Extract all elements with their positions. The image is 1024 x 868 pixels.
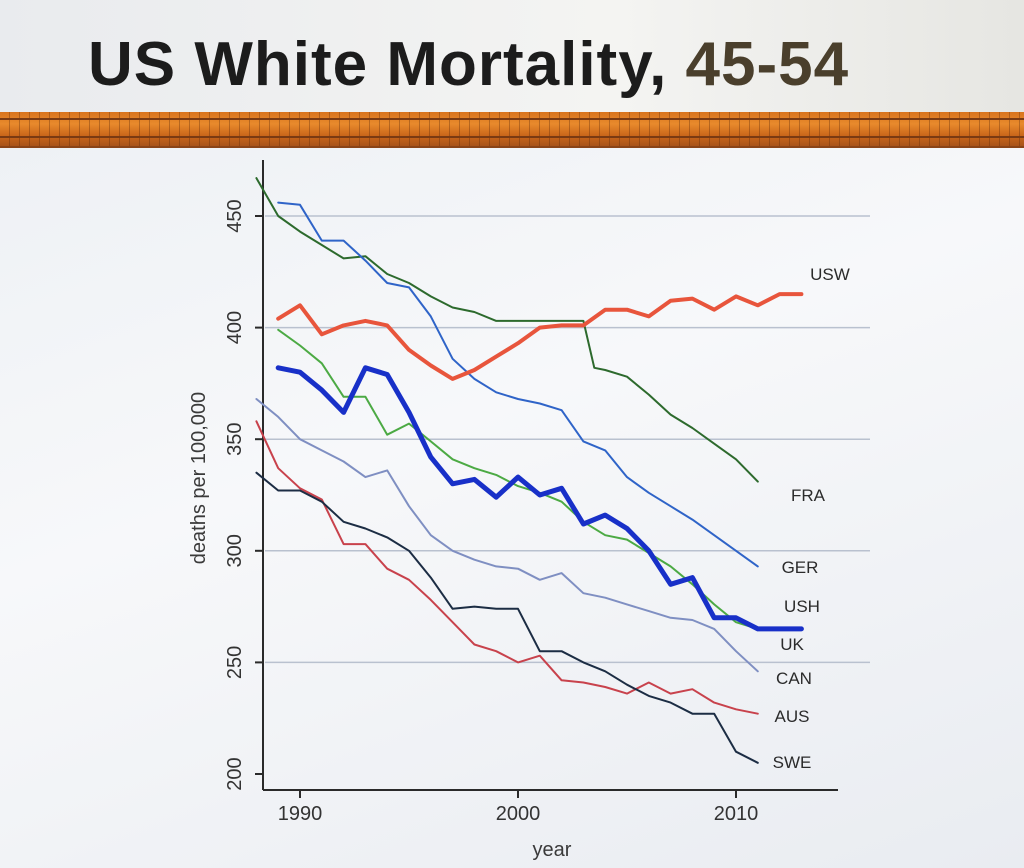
series-line-usw xyxy=(276,292,804,381)
series-label-usw: USW xyxy=(810,265,850,284)
x-tick-label-2010: 2010 xyxy=(714,803,759,825)
title-band: US White Mortality, 45-54 xyxy=(0,0,1024,112)
x-tick-label-2000: 2000 xyxy=(496,803,541,825)
stripe-rule-bottom xyxy=(0,136,1024,138)
series-line-ger xyxy=(277,201,759,568)
y-tick-label-350: 350 xyxy=(224,423,246,456)
series-line-fra xyxy=(255,177,759,483)
y-axis-label: deaths per 100,000 xyxy=(188,392,210,564)
series-line-uk xyxy=(277,328,759,630)
series-line-ush xyxy=(275,365,804,632)
series-lines xyxy=(255,177,804,764)
stripe-rule-top xyxy=(0,118,1024,120)
series-label-ush: USH xyxy=(784,597,820,616)
slide-title: US White Mortality, 45-54 xyxy=(88,28,849,102)
axes xyxy=(262,160,838,791)
x-axis-label: year xyxy=(533,839,572,861)
series-line-swe xyxy=(255,471,759,764)
tick-labels: 200 250 300 350 400 450 1990 2000 2010 xyxy=(224,199,758,825)
chart-panel xyxy=(0,148,1024,868)
series-label-uk: UK xyxy=(780,635,804,654)
series-label-can: CAN xyxy=(776,669,812,688)
y-tick-label-300: 300 xyxy=(224,534,246,567)
decorative-stripe xyxy=(0,112,1024,148)
y-tick-label-250: 250 xyxy=(224,646,246,679)
y-tick-label-450: 450 xyxy=(224,199,246,232)
grid-lines xyxy=(265,215,870,664)
title-main-text: US White Mortality, xyxy=(88,30,668,99)
title-accent-text: 45-54 xyxy=(685,30,850,99)
series-label-swe: SWE xyxy=(773,753,812,772)
y-tick-label-200: 200 xyxy=(224,757,246,790)
series-label-aus: AUS xyxy=(775,707,810,726)
x-tick-label-1990: 1990 xyxy=(278,803,323,825)
y-tick-label-400: 400 xyxy=(224,311,246,344)
series-label-ger: GER xyxy=(782,558,819,577)
series-line-aus xyxy=(255,420,759,715)
series-label-fra: FRA xyxy=(791,486,826,505)
series-line-can xyxy=(255,398,759,673)
series-labels: FRA GER UK CAN AUS SWE USH USW xyxy=(773,265,850,772)
